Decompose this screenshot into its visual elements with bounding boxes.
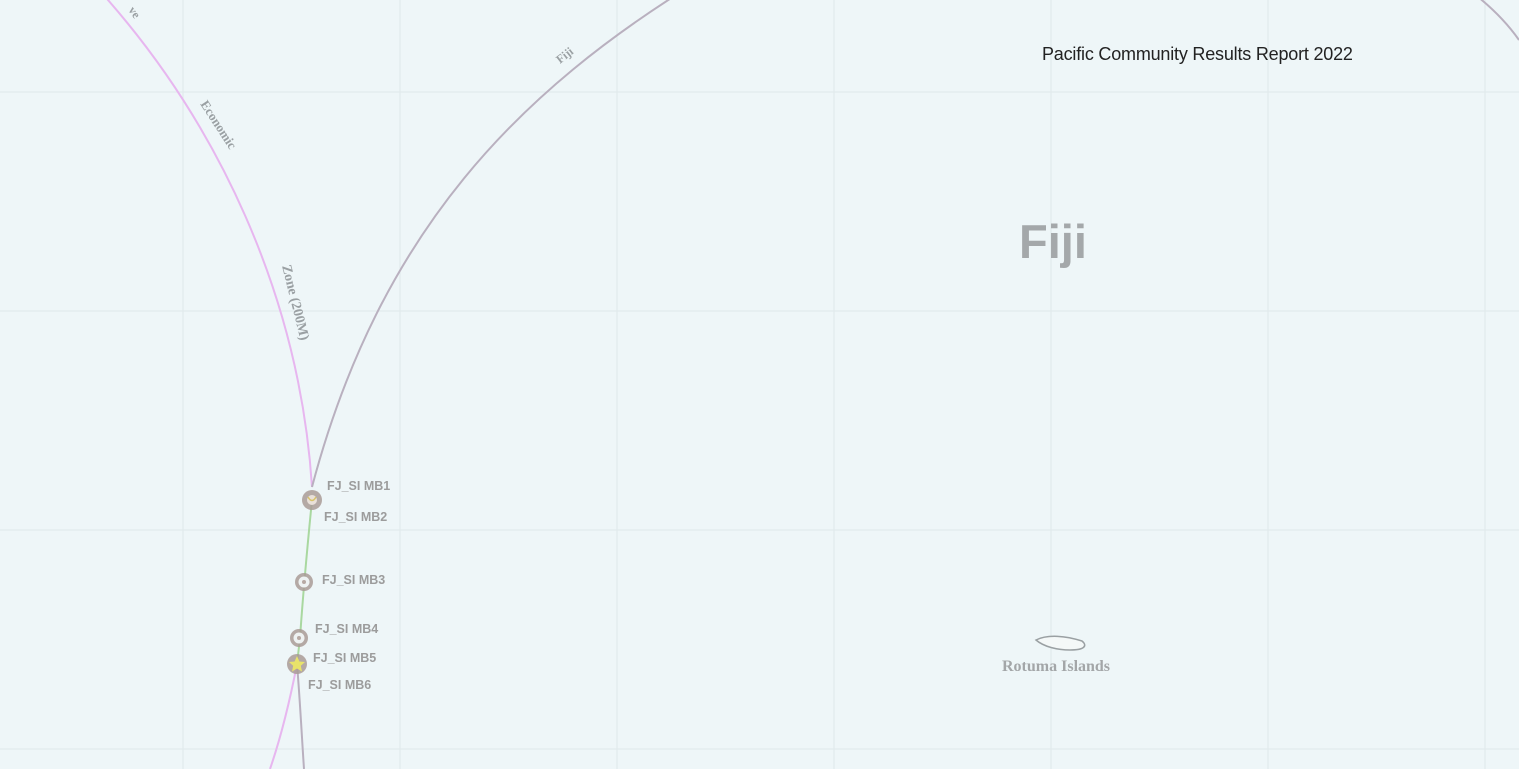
fiji-eez-boundary-lower <box>296 663 305 769</box>
mb-marker-3[interactable] <box>295 573 313 591</box>
fiji-eez-label: Fiji <box>553 44 576 67</box>
mb-marker-1-2[interactable] <box>302 490 322 510</box>
neighbour-eez-boundary <box>106 0 313 488</box>
country-label-fiji: Fiji <box>1019 215 1087 268</box>
eez-label-zone: Zone (200M) <box>278 263 311 342</box>
fiji-eez-boundary-right <box>1480 0 1519 41</box>
island-label-rotuma: Rotuma Islands <box>1002 658 1111 675</box>
fiji-eez-boundary <box>311 0 671 488</box>
mb-label-6: FJ_SI MB6 <box>308 678 371 692</box>
mb-marker-5-6[interactable] <box>287 654 307 674</box>
mb-label-5: FJ_SI MB5 <box>313 651 376 665</box>
mb-marker-4[interactable] <box>290 629 308 647</box>
mb-label-4: FJ_SI MB4 <box>315 622 378 636</box>
neighbour-eez-boundary-lower <box>269 663 298 769</box>
eez-label-partial: ve <box>126 4 144 22</box>
mb-label-2: FJ_SI MB2 <box>324 510 387 524</box>
rotuma-island-outline <box>1034 635 1086 651</box>
mb-label-1: FJ_SI MB1 <box>327 479 390 493</box>
report-header: Pacific Community Results Report 2022 <box>1042 44 1353 64</box>
eez-label-economic: Economic <box>197 97 240 151</box>
mb-label-3: FJ_SI MB3 <box>322 573 385 587</box>
star-icon <box>289 656 305 672</box>
